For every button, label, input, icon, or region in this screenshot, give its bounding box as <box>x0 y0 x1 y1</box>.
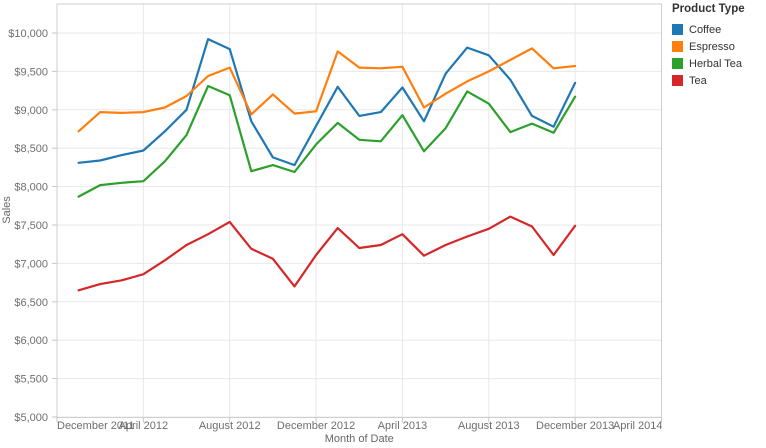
y-tick-label: $10,000 <box>8 28 48 40</box>
legend-swatch-tea <box>672 75 683 86</box>
legend: Product Type Coffee Espresso Herbal Tea … <box>672 3 764 89</box>
series-line-coffee <box>77 37 577 167</box>
legend-swatch-herbal-tea <box>672 58 683 69</box>
x-tick-label: December 2012 <box>277 420 355 432</box>
y-tick-label: $8,000 <box>14 182 48 194</box>
legend-item-label: Tea <box>689 74 707 87</box>
series-line-tea <box>77 215 577 292</box>
y-tick-label: $6,500 <box>14 297 48 309</box>
legend-item-label: Espresso <box>689 40 735 53</box>
legend-item-espresso[interactable]: Espresso <box>672 38 764 55</box>
legend-item-herbal-tea[interactable]: Herbal Tea <box>672 55 764 72</box>
legend-item-label: Herbal Tea <box>689 57 742 70</box>
x-axis-title: Month of Date <box>325 433 394 445</box>
y-tick-label: $7,000 <box>14 258 48 270</box>
x-tick-label: April 2013 <box>378 420 428 432</box>
legend-item-label: Coffee <box>689 23 722 36</box>
x-tick-label: August 2013 <box>458 420 520 432</box>
x-tick-label: August 2012 <box>199 420 261 432</box>
x-tick-label: April 2014 <box>613 420 663 432</box>
x-tick-label: April 2012 <box>119 420 169 432</box>
plot-border <box>56 3 662 418</box>
series-line-herbal-tea <box>77 84 577 198</box>
y-tick-label: $6,000 <box>14 335 48 347</box>
y-tick-label: $9,000 <box>14 105 48 117</box>
y-tick-label: $8,500 <box>14 143 48 155</box>
x-tick-label: December 2011 <box>57 420 134 432</box>
legend-item-tea[interactable]: Tea <box>672 72 764 89</box>
legend-item-coffee[interactable]: Coffee <box>672 21 764 38</box>
series-line-espresso <box>77 47 577 133</box>
y-tick-label: $9,500 <box>14 66 48 78</box>
legend-title: Product Type <box>672 3 745 15</box>
legend-swatch-coffee <box>672 24 683 35</box>
x-tick-label: December 2013 <box>536 420 614 432</box>
y-tick-label: $5,500 <box>14 374 48 386</box>
y-axis-title: Sales <box>1 196 13 224</box>
y-tick-label: $7,500 <box>14 220 48 232</box>
legend-swatch-espresso <box>672 41 683 52</box>
y-tick-label: $5,000 <box>14 412 48 424</box>
